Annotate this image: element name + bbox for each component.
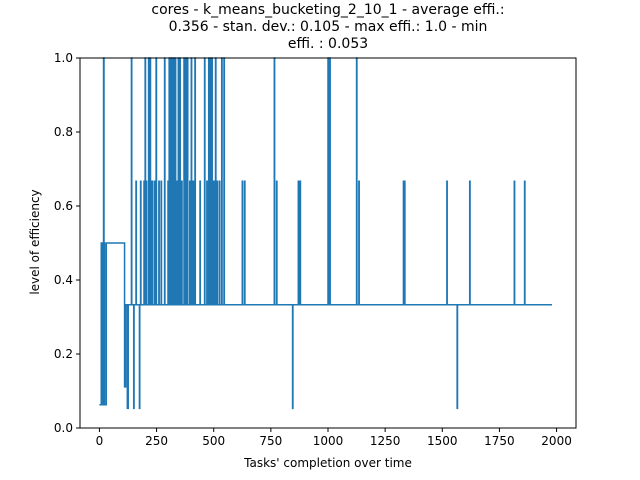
y-tick-label: 1.0 [54,51,73,65]
x-tick-label: 2000 [541,434,572,448]
efficiency-series-line [99,57,552,410]
y-tick-label: 0.4 [54,273,73,287]
x-tick-label: 0 [96,434,104,448]
y-tick-label: 0.8 [54,125,73,139]
chart-title-line-1: cores - k_means_bucketing_2_10_1 - avera… [151,2,504,18]
chart-title-line-2: 0.356 - stan. dev.: 0.105 - max effi.: 1… [169,19,488,35]
x-axis-label: Tasks' completion over time [243,456,412,470]
x-tick-label: 500 [202,434,225,448]
y-axis-label: level of efficiency [28,189,42,294]
x-tick-label: 250 [145,434,168,448]
plot-area [99,57,552,410]
x-tick-label: 1750 [484,434,515,448]
x-axis-ticks: 0 250 500 750 1000 1250 1500 1750 2000 [96,428,572,448]
y-axis-ticks: 0.0 0.2 0.4 0.6 0.8 1.0 [54,51,80,435]
x-tick-label: 750 [259,434,282,448]
y-tick-label: 0.2 [54,347,73,361]
chart-title-line-3: effi. : 0.053 [288,36,368,52]
x-tick-label: 1500 [427,434,458,448]
axes-frame [79,57,577,429]
y-tick-label: 0.0 [54,421,73,435]
x-tick-label: 1250 [370,434,401,448]
y-tick-label: 0.6 [54,199,73,213]
x-tick-label: 1000 [313,434,344,448]
